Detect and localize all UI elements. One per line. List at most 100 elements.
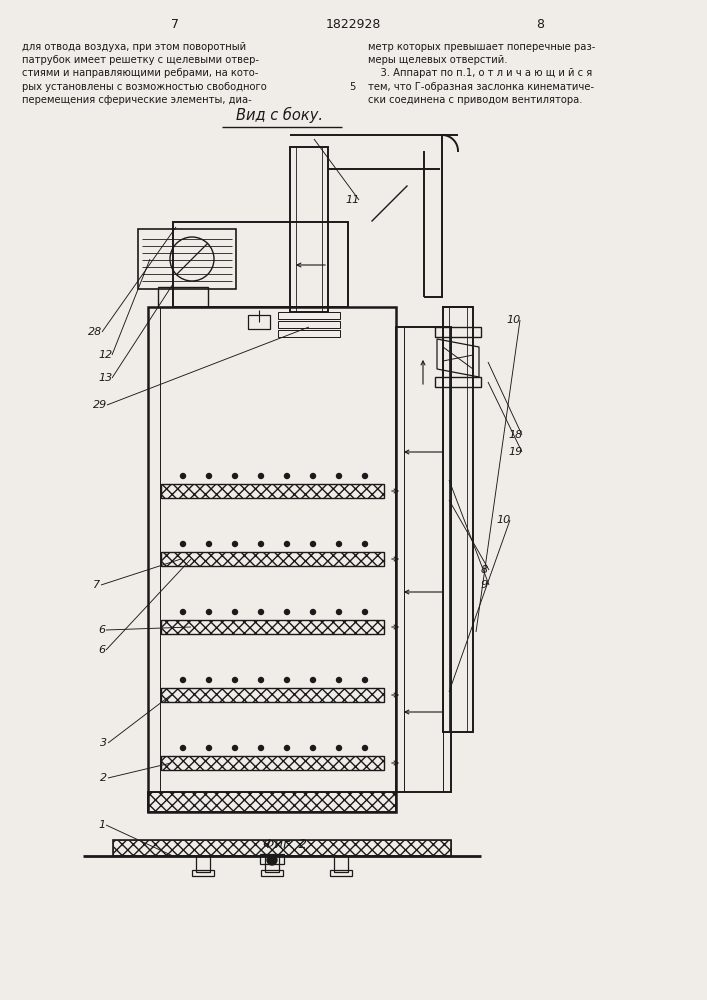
Circle shape: [310, 542, 315, 546]
Circle shape: [206, 678, 211, 682]
Bar: [435, 327, 481, 337]
Bar: [260, 854, 284, 864]
Circle shape: [337, 609, 341, 614]
Bar: [161, 484, 384, 498]
Circle shape: [363, 474, 368, 479]
Text: 2: 2: [100, 773, 107, 783]
Bar: [278, 321, 340, 328]
Text: 3: 3: [100, 738, 107, 748]
Bar: [158, 287, 208, 307]
Bar: [161, 756, 384, 770]
Text: 9: 9: [481, 580, 488, 590]
Text: 1: 1: [98, 820, 105, 830]
Text: 18: 18: [508, 430, 522, 440]
Bar: [148, 792, 396, 812]
Bar: [148, 307, 396, 812]
Bar: [265, 856, 279, 872]
Bar: [113, 840, 451, 856]
Bar: [161, 688, 384, 702]
Bar: [396, 327, 451, 792]
Bar: [161, 552, 384, 566]
Text: 7: 7: [93, 580, 100, 590]
Text: стиями и направляющими ребрами, на кото-: стиями и направляющими ребрами, на кото-: [22, 68, 258, 78]
Bar: [113, 840, 451, 856]
Text: 6: 6: [98, 645, 105, 655]
Text: 8: 8: [536, 18, 544, 31]
Circle shape: [337, 746, 341, 750]
Bar: [278, 312, 340, 319]
Text: тем, что Г-образная заслонка кинематиче-: тем, что Г-образная заслонка кинематиче-: [368, 82, 594, 92]
Text: 1822928: 1822928: [325, 18, 380, 31]
Bar: [248, 315, 270, 329]
Circle shape: [284, 609, 289, 614]
Circle shape: [337, 678, 341, 682]
Circle shape: [233, 542, 238, 546]
Text: перемещения сферические элементы, диа-: перемещения сферические элементы, диа-: [22, 95, 252, 105]
Bar: [435, 377, 481, 387]
Circle shape: [267, 855, 277, 865]
Bar: [161, 620, 384, 634]
Text: 28: 28: [88, 327, 103, 337]
Bar: [196, 856, 210, 872]
Text: 11: 11: [345, 195, 359, 205]
Text: Фиг. 2: Фиг. 2: [263, 838, 307, 852]
Circle shape: [180, 678, 185, 682]
Text: 29: 29: [93, 400, 107, 410]
Circle shape: [180, 746, 185, 750]
Text: метр которых превышает поперечные раз-: метр которых превышает поперечные раз-: [368, 42, 595, 52]
Bar: [161, 756, 384, 770]
Text: ски соединена с приводом вентилятора.: ски соединена с приводом вентилятора.: [368, 95, 583, 105]
Circle shape: [233, 746, 238, 750]
Circle shape: [180, 609, 185, 614]
Text: патрубок имеет решетку с щелевыми отвер-: патрубок имеет решетку с щелевыми отвер-: [22, 55, 259, 65]
Text: 6: 6: [98, 625, 105, 635]
Circle shape: [180, 542, 185, 546]
Circle shape: [233, 474, 238, 479]
Bar: [192, 870, 214, 876]
Bar: [161, 620, 384, 634]
Bar: [138, 229, 236, 289]
Text: Вид с боку.: Вид с боку.: [237, 107, 324, 123]
Circle shape: [206, 474, 211, 479]
Circle shape: [337, 474, 341, 479]
Text: 12: 12: [98, 350, 112, 360]
Circle shape: [259, 609, 264, 614]
Circle shape: [363, 746, 368, 750]
Circle shape: [206, 609, 211, 614]
Text: 3. Аппарат по п.1, о т л и ч а ю щ и й с я: 3. Аппарат по п.1, о т л и ч а ю щ и й с…: [368, 68, 592, 78]
Text: 13: 13: [98, 373, 112, 383]
Bar: [278, 330, 340, 337]
Circle shape: [310, 678, 315, 682]
Circle shape: [206, 746, 211, 750]
Text: меры щелевых отверстий.: меры щелевых отверстий.: [368, 55, 508, 65]
Circle shape: [310, 746, 315, 750]
Circle shape: [259, 746, 264, 750]
Bar: [148, 792, 396, 812]
Bar: [161, 552, 384, 566]
Circle shape: [284, 678, 289, 682]
Text: 19: 19: [508, 447, 522, 457]
Bar: [161, 484, 384, 498]
Circle shape: [284, 474, 289, 479]
Circle shape: [233, 678, 238, 682]
Circle shape: [259, 542, 264, 546]
Circle shape: [337, 542, 341, 546]
Circle shape: [284, 746, 289, 750]
Bar: [290, 147, 328, 312]
Text: 10: 10: [506, 315, 520, 325]
Bar: [330, 870, 352, 876]
Bar: [261, 870, 283, 876]
Text: для отвода воздуха, при этом поворотный: для отвода воздуха, при этом поворотный: [22, 42, 246, 52]
Circle shape: [310, 609, 315, 614]
Bar: [173, 222, 348, 307]
Bar: [443, 307, 473, 732]
Circle shape: [284, 542, 289, 546]
Circle shape: [259, 678, 264, 682]
Circle shape: [259, 474, 264, 479]
Text: 10: 10: [496, 515, 510, 525]
Bar: [334, 856, 348, 872]
Text: 8: 8: [481, 565, 488, 575]
Circle shape: [310, 474, 315, 479]
Circle shape: [363, 609, 368, 614]
Text: 7: 7: [171, 18, 179, 31]
